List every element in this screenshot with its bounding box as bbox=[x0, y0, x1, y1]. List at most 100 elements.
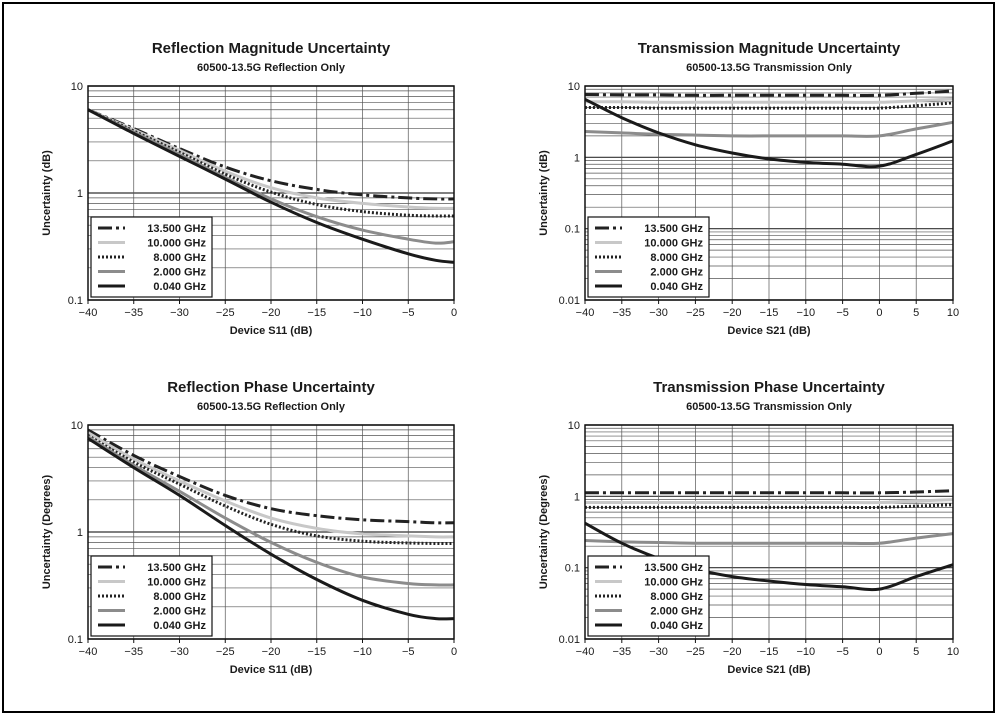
series-line-8-000-ghz bbox=[87, 108, 455, 218]
x-tick-label: −35 bbox=[124, 646, 143, 658]
x-tick-label: −25 bbox=[686, 646, 705, 658]
chart-title: Transmission Phase Uncertainty bbox=[653, 379, 885, 396]
legend-label: 8.000 GHz bbox=[650, 252, 703, 264]
y-tick-label: 0.1 bbox=[565, 563, 580, 575]
legend-label: 13.500 GHz bbox=[147, 223, 206, 235]
y-tick-label: 10 bbox=[568, 81, 580, 93]
x-tick-label: −30 bbox=[170, 646, 189, 658]
x-tick-label: 10 bbox=[947, 307, 959, 319]
x-tick-label: −10 bbox=[353, 646, 372, 658]
x-tick-label: −10 bbox=[353, 307, 372, 319]
legend-label: 10.000 GHz bbox=[147, 238, 206, 250]
y-tick-label: 1 bbox=[77, 527, 83, 539]
x-tick-label: −10 bbox=[796, 307, 815, 319]
legend: 13.500 GHz 10.000 GHz 8.000 GHz 2.000 GHz 0.… bbox=[587, 216, 710, 298]
chart-subtitle: 60500-13.5G Transmission Only bbox=[686, 62, 853, 74]
series-line-2-000-ghz bbox=[87, 435, 455, 587]
series-line-0-040-ghz bbox=[87, 108, 455, 264]
legend: 13.500 GHz 10.000 GHz 8.000 GHz 2.000 GHz 0.… bbox=[90, 555, 213, 637]
series-group bbox=[584, 489, 954, 592]
x-tick-label: −40 bbox=[79, 307, 98, 319]
y-tick-label: 1 bbox=[574, 152, 580, 164]
x-tick-label: −40 bbox=[79, 646, 98, 658]
series-line-8-000-ghz bbox=[585, 503, 954, 509]
series-group bbox=[584, 89, 954, 169]
x-tick-label: 5 bbox=[913, 307, 919, 319]
y-tick-label: 10 bbox=[71, 420, 83, 432]
legend-label: 8.000 GHz bbox=[153, 591, 206, 603]
x-tick-label: 0 bbox=[451, 307, 457, 319]
series-line-2-000-ghz bbox=[87, 108, 455, 245]
x-tick-label: −10 bbox=[796, 646, 815, 658]
legend-label: 13.500 GHz bbox=[644, 562, 703, 574]
chart-title: Reflection Magnitude Uncertainty bbox=[152, 40, 391, 57]
x-tick-label: −20 bbox=[262, 646, 281, 658]
x-tick-label: −5 bbox=[836, 646, 849, 658]
series-line-2-000-ghz bbox=[584, 120, 954, 138]
y-tick-label: 0.1 bbox=[565, 224, 580, 236]
x-tick-label: −15 bbox=[760, 307, 779, 319]
legend-label: 10.000 GHz bbox=[147, 577, 206, 589]
x-tick-label: −20 bbox=[723, 646, 742, 658]
legend-label: 0.040 GHz bbox=[153, 281, 206, 293]
y-tick-label: 1 bbox=[574, 491, 580, 503]
y-tick-label: 0.01 bbox=[559, 634, 580, 646]
chart-title: Transmission Magnitude Uncertainty bbox=[638, 40, 901, 57]
x-tick-label: −5 bbox=[836, 307, 849, 319]
legend: 13.500 GHz 10.000 GHz 8.000 GHz 2.000 GHz 0.… bbox=[587, 555, 710, 637]
series-group bbox=[87, 108, 455, 264]
x-tick-label: −35 bbox=[612, 307, 631, 319]
y-tick-label: 10 bbox=[568, 420, 580, 432]
series-line-13-500-ghz bbox=[87, 428, 455, 525]
legend-label: 2.000 GHz bbox=[650, 267, 703, 279]
x-tick-label: −15 bbox=[307, 307, 326, 319]
x-tick-label: −35 bbox=[612, 646, 631, 658]
y-tick-label: 0.01 bbox=[559, 295, 580, 307]
series-line-10-000-ghz bbox=[87, 431, 455, 539]
series-line-13-500-ghz bbox=[87, 108, 455, 201]
legend-label: 10.000 GHz bbox=[644, 238, 703, 250]
y-axis-label: Uncertainty (Degrees) bbox=[41, 475, 53, 590]
chart-subtitle: 60500-13.5G Reflection Only bbox=[197, 62, 346, 74]
x-axis-label: Device S11 (dB) bbox=[230, 325, 313, 337]
y-axis-label: Uncertainty (dB) bbox=[41, 150, 53, 236]
x-tick-label: 5 bbox=[913, 646, 919, 658]
chart-3: Reflection Phase Uncertainty 60500-13.5G … bbox=[41, 379, 457, 676]
y-tick-label: 1 bbox=[77, 188, 83, 200]
y-tick-label: 0.1 bbox=[68, 295, 83, 307]
chart-1: Reflection Magnitude Uncertainty 60500-13… bbox=[41, 40, 457, 337]
series-line-0-040-ghz bbox=[584, 521, 954, 592]
y-axis-label: Uncertainty (Degrees) bbox=[538, 475, 550, 590]
y-tick-label: 0.1 bbox=[68, 634, 83, 646]
x-tick-label: −30 bbox=[649, 646, 668, 658]
series-line-8-000-ghz bbox=[584, 101, 954, 110]
x-tick-label: −25 bbox=[216, 307, 235, 319]
legend-label: 13.500 GHz bbox=[644, 223, 703, 235]
series-line-13-500-ghz bbox=[584, 89, 954, 97]
x-tick-label: −5 bbox=[402, 646, 415, 658]
chart-subtitle: 60500-13.5G Reflection Only bbox=[197, 401, 346, 413]
series-line-10-000-ghz bbox=[87, 108, 455, 210]
series-line-13-500-ghz bbox=[584, 489, 954, 495]
x-tick-label: −30 bbox=[170, 307, 189, 319]
legend-label: 0.040 GHz bbox=[153, 620, 206, 632]
chart-4: Transmission Phase Uncertainty 60500-13.5… bbox=[538, 379, 959, 676]
x-tick-label: −5 bbox=[402, 307, 415, 319]
legend: 13.500 GHz 10.000 GHz 8.000 GHz 2.000 GHz 0.… bbox=[90, 216, 213, 298]
legend-label: 10.000 GHz bbox=[644, 577, 703, 589]
x-tick-label: 0 bbox=[876, 307, 882, 319]
x-tick-label: −40 bbox=[576, 307, 595, 319]
series-line-2-000-ghz bbox=[584, 532, 954, 546]
legend-label: 2.000 GHz bbox=[153, 267, 206, 279]
series-group bbox=[87, 428, 455, 621]
x-tick-label: 10 bbox=[947, 646, 959, 658]
chart-title: Reflection Phase Uncertainty bbox=[167, 379, 375, 396]
x-tick-label: −20 bbox=[262, 307, 281, 319]
legend-label: 0.040 GHz bbox=[650, 281, 703, 293]
x-tick-label: 0 bbox=[451, 646, 457, 658]
x-tick-label: 0 bbox=[876, 646, 882, 658]
legend-label: 8.000 GHz bbox=[650, 591, 703, 603]
series-line-10-000-ghz bbox=[584, 97, 954, 104]
x-tick-label: −40 bbox=[576, 646, 595, 658]
